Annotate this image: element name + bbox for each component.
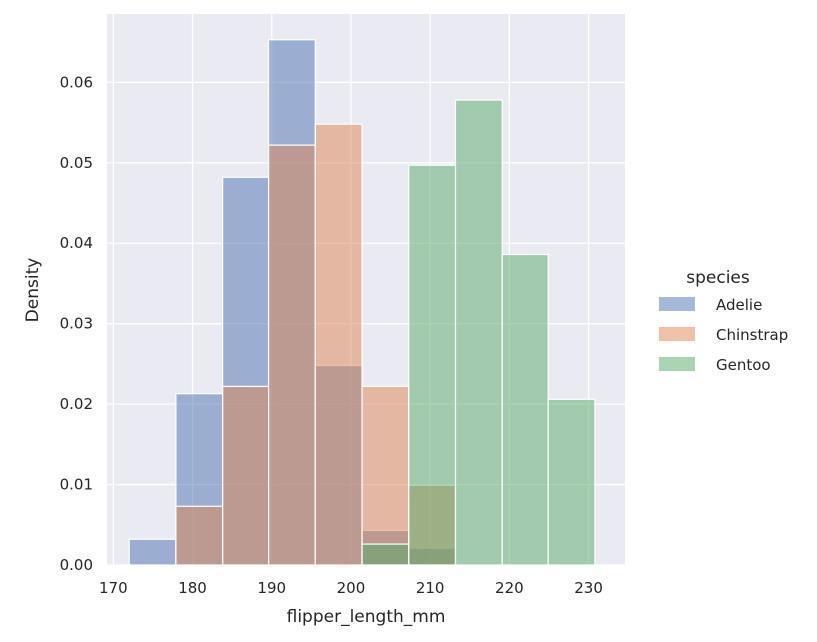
x-tick-label: 230 (574, 579, 603, 597)
y-tick-label: 0.05 (60, 154, 93, 172)
y-tick-label: 0.01 (60, 476, 93, 494)
bar-gentoo (454, 99, 503, 566)
bar-gentoo (501, 253, 549, 566)
x-axis-label: flipper_length_mm (287, 607, 446, 627)
bar-gentoo (361, 543, 410, 566)
y-tick-label: 0.02 (60, 395, 93, 413)
legend-swatch-chinstrap (659, 327, 695, 341)
bar-adelie (128, 538, 177, 566)
legend-swatch-adelie (659, 297, 695, 311)
x-tick-label: 200 (337, 579, 366, 597)
y-tick-label: 0.03 (60, 315, 93, 333)
histogram-bars (128, 39, 596, 566)
legend-label-adelie: Adelie (716, 296, 762, 314)
legend-label-chinstrap: Chinstrap (716, 326, 788, 344)
x-tick-label: 220 (495, 579, 524, 597)
legend-swatch-gentoo (659, 357, 695, 371)
x-tick-label: 210 (416, 579, 445, 597)
series-gentoo (361, 99, 596, 566)
y-axis-label: Density (23, 258, 43, 323)
x-axis-ticks: 170 180 190 200 210 220 230 (99, 579, 603, 597)
bar-chinstrap (267, 144, 316, 566)
legend: species Adelie Chinstrap Gentoo (659, 268, 788, 374)
legend-label-gentoo: Gentoo (716, 356, 771, 374)
y-axis-ticks: 0.00 0.01 0.02 0.03 0.04 0.05 0.06 (60, 73, 93, 574)
y-tick-label: 0.06 (60, 73, 93, 91)
x-tick-label: 190 (257, 579, 286, 597)
legend-title: species (686, 268, 750, 288)
bar-chinstrap (361, 385, 410, 566)
bar-chinstrap (222, 385, 270, 566)
y-tick-label: 0.04 (60, 234, 93, 252)
bar-chinstrap (175, 505, 224, 566)
bar-gentoo (408, 164, 457, 566)
x-tick-label: 180 (178, 579, 207, 597)
bar-gentoo (547, 398, 596, 566)
bar-chinstrap (314, 123, 363, 566)
x-tick-label: 170 (99, 579, 128, 597)
y-tick-label: 0.00 (60, 556, 93, 574)
